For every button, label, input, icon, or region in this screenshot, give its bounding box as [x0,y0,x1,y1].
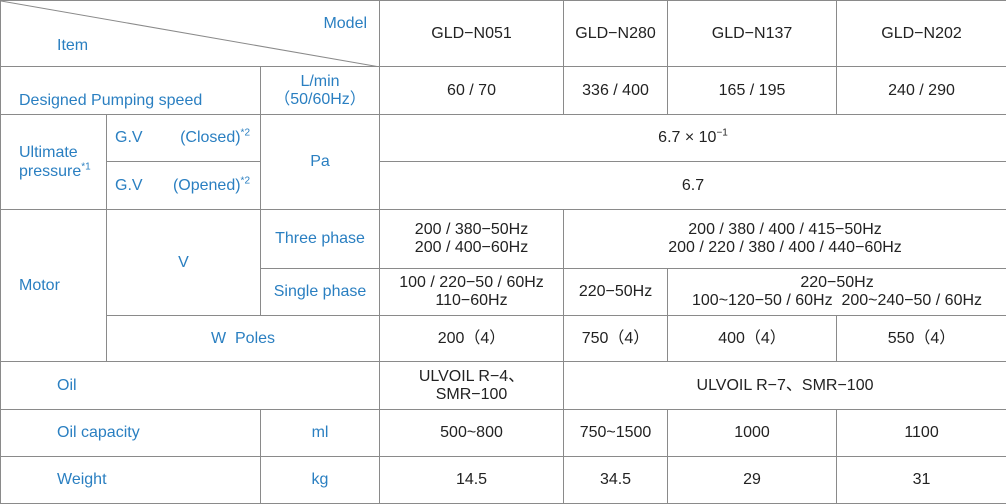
model-header-label: Model [323,15,368,32]
three-phase-n051: 200 / 380−50Hz 200 / 400−60Hz [379,209,565,269]
weight-row: Weight kg 14.5 34.5 29 31 [0,456,1006,504]
oil-label: Oil [0,361,381,410]
pumping-speed-n137: 165 / 195 [667,66,838,115]
header-diagonal-cell: Model Item [0,0,381,67]
model-gld-n137: GLD−N137 [667,0,838,67]
pressure-opened-value: 6.7 [379,161,1006,210]
model-gld-n051: GLD−N051 [379,0,565,67]
motor-poles-row: W Poles 200（4） 750（4） 400（4） 550（4） [1,315,1006,362]
pressure-closed-value: 6.7 × 10−1 [379,114,1006,162]
oil-capacity-row: Oil capacity ml 500~800 750~1500 1000 11… [0,409,1006,457]
oil-row: Oil ULVOIL R−4、 SMR−100 ULVOIL R−7、SMR−1… [0,361,1006,410]
pressure-closed-row: Ultimate pressure*1 G.V (Closed)*2 Pa 6.… [0,114,1006,210]
oil-others: ULVOIL R−7、SMR−100 [563,361,1006,410]
header-row: Model Item GLD−N051 GLD−N280 GLD−N137 GL… [0,0,1006,67]
pressure-opened-row: G.V (Opened)*2 6.7 [1,161,1006,210]
model-gld-n280: GLD−N280 [563,0,669,67]
weight-unit: kg [259,456,381,504]
poles-n280: 750（4） [563,315,669,362]
oil-capacity-n280: 750~1500 [563,409,669,457]
pumping-speed-row: Designed Pumping speed L/min （50/60Hz） 6… [0,66,1006,115]
gv-opened-label: G.V (Opened)*2 [106,161,261,210]
pumping-speed-n051: 60 / 70 [379,66,565,115]
poles-label: W Poles [105,315,381,362]
pumping-speed-n280: 336 / 400 [563,66,669,115]
weight-n051: 14.5 [379,456,565,504]
weight-n280: 34.5 [563,456,669,504]
gv-closed-label: G.V (Closed)*2 [106,114,261,162]
oil-capacity-n202: 1100 [836,409,1006,457]
diagonal-divider [1,1,375,66]
weight-n137: 29 [667,456,838,504]
oil-n051: ULVOIL R−4、 SMR−100 [379,361,565,410]
motor-three-phase-row: Motor V Three phase 200 / 380−50Hz 200 /… [0,209,1006,362]
model-gld-n202: GLD−N202 [836,0,1006,67]
poles-n137: 400（4） [667,315,838,362]
ultimate-pressure-label: Ultimate pressure*1 [0,114,107,210]
motor-single-phase-row: Single phase 100 / 220−50 / 60Hz 110−60H… [1,268,1006,316]
weight-n202: 31 [836,456,1006,504]
three-phase-label: Three phase [259,209,381,269]
item-header-label: Item [57,37,89,54]
oil-capacity-n051: 500~800 [379,409,565,457]
poles-n051: 200（4） [379,315,565,362]
pumping-speed-label: Designed Pumping speed [0,66,261,115]
single-phase-label: Single phase [259,268,381,316]
weight-label: Weight [0,456,261,504]
oil-capacity-unit: ml [259,409,381,457]
poles-n202: 550（4） [836,315,1006,362]
motor-label: Motor [0,209,107,362]
three-phase-others: 200 / 380 / 400 / 415−50Hz 200 / 220 / 3… [563,209,1006,269]
oil-capacity-label: Oil capacity [0,409,261,457]
single-phase-n051: 100 / 220−50 / 60Hz 110−60Hz [379,268,565,316]
oil-capacity-n137: 1000 [667,409,838,457]
single-phase-others: 220−50Hz 100~120−50 / 60Hz 200~240−50 / … [667,268,1006,316]
pumping-speed-unit: L/min （50/60Hz） [259,66,381,115]
single-phase-n280: 220−50Hz [563,268,669,316]
motor-voltage-unit: V [106,209,261,316]
pumping-speed-n202: 240 / 290 [836,66,1006,115]
pressure-unit: Pa [259,114,381,210]
